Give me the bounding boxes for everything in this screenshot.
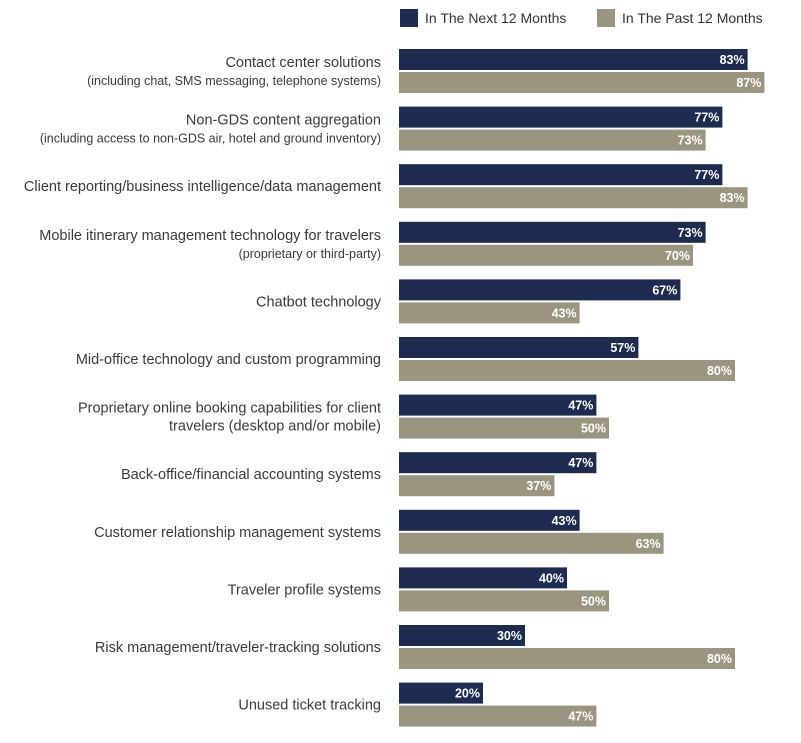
bar-next-10: [399, 625, 525, 646]
bar-past-8: [399, 532, 664, 554]
category-sublabel-3: (proprietary or third-party): [239, 247, 381, 261]
legend-swatch-next: [400, 9, 418, 27]
bar-past-1: [399, 129, 706, 151]
value-label-next-6: 47%: [568, 399, 593, 413]
category-sublabel-0: (including chat, SMS messaging, telephon…: [87, 74, 381, 88]
category-label-5: Mid-office technology and custom program…: [76, 352, 381, 368]
legend-label-next: In The Next 12 Months: [425, 10, 567, 26]
bar-past-6: [399, 417, 609, 439]
category-sublabel-6: travelers (desktop and/or mobile): [169, 419, 381, 435]
value-label-past-1: 73%: [678, 134, 703, 148]
bar-past-7: [399, 475, 555, 497]
bar-next-3: [399, 221, 706, 243]
value-label-past-10: 80%: [707, 652, 732, 666]
value-label-next-3: 73%: [678, 226, 703, 240]
category-label-2: Client reporting/business intelligence/d…: [24, 179, 381, 195]
value-label-past-3: 70%: [665, 249, 690, 263]
category-label-1: Non-GDS content aggregation: [186, 113, 381, 129]
value-label-past-2: 83%: [720, 191, 745, 205]
value-label-past-7: 37%: [526, 479, 551, 493]
bar-next-5: [399, 337, 639, 358]
category-label-4: Chatbot technology: [256, 294, 382, 310]
bar-next-8: [399, 509, 580, 531]
value-label-past-9: 50%: [581, 594, 606, 608]
value-label-next-7: 47%: [568, 456, 593, 470]
value-label-past-0: 87%: [736, 76, 761, 90]
bar-next-1: [399, 106, 723, 128]
bar-past-4: [399, 302, 580, 324]
bar-past-9: [399, 590, 609, 612]
category-label-10: Risk management/traveler-tracking soluti…: [95, 640, 381, 656]
value-label-next-11: 20%: [455, 687, 480, 701]
bar-next-7: [399, 452, 597, 474]
bar-past-10: [399, 648, 735, 669]
value-label-next-0: 83%: [720, 53, 745, 67]
category-label-9: Traveler profile systems: [228, 582, 381, 598]
category-label-7: Back-office/financial accounting systems: [121, 467, 381, 483]
bar-past-0: [399, 72, 765, 93]
bar-next-2: [399, 164, 723, 186]
bar-past-3: [399, 244, 693, 266]
category-label-8: Customer relationship management systems: [94, 525, 381, 541]
category-label-0: Contact center solutions: [225, 55, 381, 71]
category-label-6: Proprietary online booking capabilities …: [78, 401, 381, 417]
bar-past-2: [399, 187, 748, 209]
bar-past-11: [399, 705, 597, 727]
category-label-3: Mobile itinerary management technology f…: [39, 228, 381, 244]
value-label-next-10: 30%: [497, 629, 522, 643]
bar-next-4: [399, 279, 681, 301]
value-label-past-5: 80%: [707, 364, 732, 378]
value-label-next-1: 77%: [694, 111, 719, 125]
value-label-past-4: 43%: [552, 306, 577, 320]
bar-next-0: [399, 49, 748, 70]
value-label-next-8: 43%: [552, 514, 577, 528]
bar-past-5: [399, 360, 735, 381]
value-label-past-11: 47%: [568, 710, 593, 724]
legend-item-past: In The Past 12 Months: [597, 8, 763, 28]
bar-next-11: [399, 682, 483, 704]
bar-next-6: [399, 394, 597, 416]
legend-label-past: In The Past 12 Months: [622, 10, 763, 26]
category-sublabel-1: (including access to non-GDS air, hotel …: [40, 132, 381, 146]
category-label-11: Unused ticket tracking: [238, 698, 381, 714]
value-label-next-4: 67%: [652, 283, 677, 297]
legend-swatch-past: [597, 9, 615, 27]
value-label-past-6: 50%: [581, 422, 606, 436]
value-label-next-9: 40%: [539, 571, 564, 585]
legend-item-next: In The Next 12 Months: [400, 8, 566, 28]
bar-next-9: [399, 567, 567, 589]
value-label-past-8: 63%: [636, 537, 661, 551]
value-label-next-2: 77%: [694, 168, 719, 182]
value-label-next-5: 57%: [610, 341, 635, 355]
